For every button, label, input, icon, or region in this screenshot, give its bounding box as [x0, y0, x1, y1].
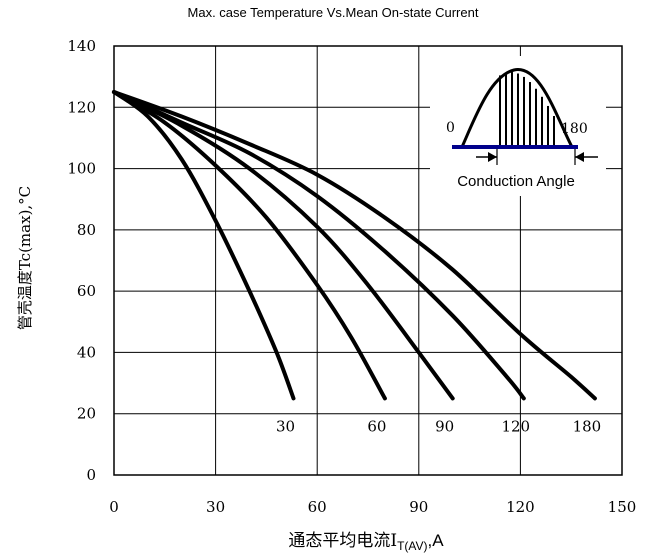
series-curve-90 — [112, 90, 455, 401]
series-label-180: 180 — [573, 417, 602, 435]
x-tick-2: 60 — [308, 498, 327, 516]
x-axis-label-main: 通态平均电流I — [288, 531, 397, 551]
series-curve-120 — [112, 90, 526, 401]
x-tick-0: 0 — [109, 498, 119, 516]
inset-end-label: 180 — [561, 121, 588, 137]
series-curve-30 — [112, 90, 296, 401]
x-tick-3: 90 — [409, 498, 428, 516]
x-tick-5: 150 — [608, 498, 637, 516]
y-axis-label: 管壳温度Tc(max),°C — [16, 186, 34, 330]
y-tick-7: 140 — [67, 37, 96, 55]
x-tick-4: 120 — [506, 498, 535, 516]
y-tick-3: 60 — [77, 282, 96, 300]
conduction-angle-inset: 0 180 Conduction Angle — [430, 56, 606, 196]
x-tick-labels: 0 30 60 90 120 150 — [109, 498, 636, 516]
x-axis-label-tail: ,A — [428, 531, 445, 550]
x-axis-label-sub: T(AV) — [397, 539, 427, 553]
y-tick-0: 0 — [86, 466, 96, 484]
arrowhead-right — [575, 152, 584, 162]
series-label-30: 30 — [276, 417, 295, 435]
series-label-90: 90 — [435, 417, 454, 435]
plot-frame — [113, 45, 623, 476]
series-curve-60 — [112, 90, 387, 401]
series-curve-180 — [112, 90, 597, 401]
y-tick-2: 40 — [77, 343, 96, 361]
series-curves — [112, 90, 597, 401]
y-tick-4: 80 — [77, 221, 96, 239]
y-tick-1: 20 — [77, 405, 96, 423]
series-labels: 30 60 90 120 180 — [276, 417, 601, 435]
arrowhead-left — [488, 152, 497, 162]
y-tick-5: 100 — [67, 160, 96, 178]
chart-title: Max. case Temperature Vs.Mean On-state C… — [188, 5, 479, 20]
y-tick-labels: 0 20 40 60 80 100 120 140 — [67, 37, 96, 484]
inset-caption: Conduction Angle — [457, 173, 575, 190]
y-tick-6: 120 — [67, 98, 96, 116]
x-tick-1: 30 — [206, 498, 225, 516]
x-axis-label: 通态平均电流IT(AV),A — [288, 531, 444, 553]
inset-start-label: 0 — [446, 120, 455, 136]
series-label-60: 60 — [367, 417, 386, 435]
series-label-120: 120 — [501, 417, 530, 435]
conduction-hatch — [499, 72, 555, 146]
sine-half-wave — [460, 68, 574, 148]
